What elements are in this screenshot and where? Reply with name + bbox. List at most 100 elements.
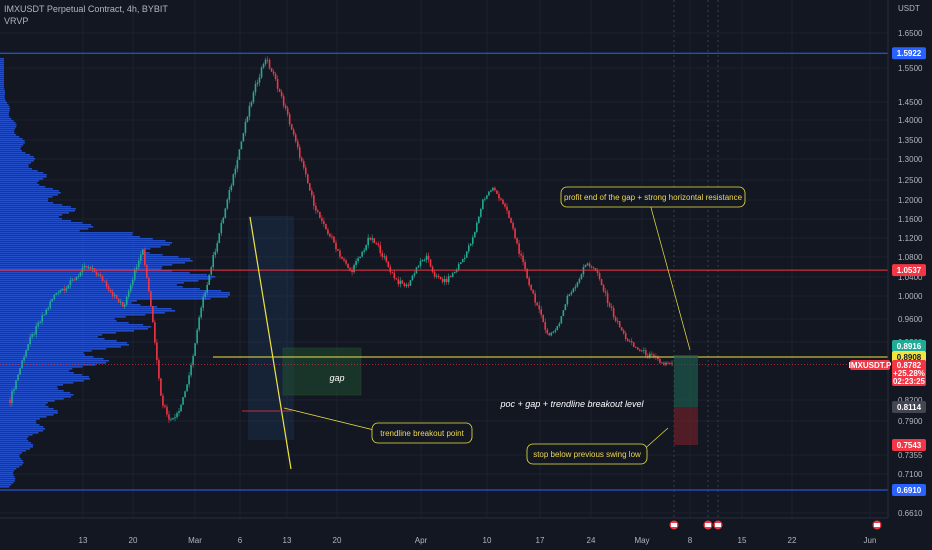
candle — [610, 306, 613, 308]
volume-bar — [0, 462, 24, 464]
volume-bar — [0, 372, 74, 374]
flag-icon[interactable] — [712, 519, 724, 531]
volume-bar — [0, 194, 58, 196]
volume-bar — [0, 118, 12, 120]
time-scale[interactable] — [0, 518, 932, 550]
candle — [542, 314, 545, 323]
candle — [353, 265, 355, 273]
volume-bar — [0, 130, 15, 132]
candle — [403, 283, 406, 287]
candle — [125, 296, 128, 305]
candle — [423, 260, 426, 261]
candle — [361, 251, 363, 257]
volume-bar — [0, 202, 54, 204]
flag-icon[interactable] — [871, 519, 883, 531]
currency-label: USDT — [898, 4, 920, 13]
volume-bar — [0, 74, 4, 76]
x-tick-label: Jun — [864, 536, 877, 545]
candle — [148, 277, 150, 292]
trend-line[interactable] — [249, 216, 292, 470]
volume-bar — [0, 484, 12, 486]
candle — [476, 222, 478, 233]
candle — [13, 389, 15, 392]
resistance-note[interactable]: profit end of the gap + strong horizonta… — [560, 186, 746, 208]
volume-bar — [0, 486, 10, 488]
candle — [657, 356, 659, 360]
candle — [471, 237, 474, 244]
trendline-note[interactable]: trendline breakout point — [371, 422, 473, 444]
gap-box — [282, 347, 362, 396]
volume-bar — [0, 82, 4, 84]
candle — [158, 360, 160, 379]
candle — [300, 157, 303, 162]
candle — [508, 210, 510, 218]
candle — [260, 67, 263, 78]
volume-bar — [0, 120, 14, 122]
candle — [298, 147, 301, 158]
candle — [113, 295, 116, 296]
candle — [224, 208, 227, 218]
volume-bar — [0, 280, 199, 282]
volume-bar — [0, 414, 54, 416]
candle — [292, 129, 295, 135]
volume-bar — [0, 90, 5, 92]
stop-note[interactable]: stop below previous swing low — [526, 443, 648, 465]
candle — [574, 286, 577, 289]
volume-bar — [0, 330, 135, 332]
y-tick-label: 0.8200 — [898, 396, 923, 405]
indicator-name[interactable]: VRVP — [4, 16, 29, 26]
event-markers — [668, 519, 883, 531]
volume-bar — [0, 186, 46, 188]
price-badge-label: 1.5922 — [897, 49, 922, 58]
volume-bar — [0, 230, 80, 232]
candle — [142, 249, 144, 255]
candle — [89, 267, 92, 270]
volume-bar — [0, 300, 137, 302]
loss-zone — [674, 407, 698, 445]
profit-zone — [674, 355, 698, 407]
volume-bar — [0, 138, 23, 140]
candle — [325, 223, 327, 230]
current-price-block[interactable]: IMXUSDT.P 0.8782+25.28%02:23:25 — [849, 360, 926, 386]
volume-bar — [0, 128, 16, 130]
volume-bar — [0, 136, 20, 138]
candle — [220, 222, 223, 234]
candle — [276, 79, 279, 89]
current-change: +25.28% — [893, 369, 925, 378]
volume-bar — [0, 326, 152, 328]
candle — [604, 291, 607, 294]
volume-bar — [0, 240, 166, 242]
volume-bar — [0, 112, 9, 114]
candle — [17, 374, 19, 381]
poc-note: poc + gap + trendline breakout level — [499, 399, 644, 409]
candle — [504, 203, 506, 207]
volume-bar — [0, 234, 133, 236]
volume-bar — [0, 356, 94, 358]
price-badge-label: 0.8916 — [897, 342, 922, 351]
volume-bar — [0, 458, 22, 460]
volume-bar — [0, 378, 90, 380]
volume-bar — [0, 282, 184, 284]
candle — [272, 71, 275, 74]
volume-bar — [0, 472, 14, 474]
volume-bar — [0, 110, 10, 112]
x-tick-label: 13 — [79, 536, 88, 545]
candle — [465, 251, 468, 258]
y-tick-label: 1.4500 — [898, 98, 923, 107]
flag-icon[interactable] — [702, 519, 714, 531]
flag-icon[interactable] — [668, 519, 680, 531]
candle — [616, 320, 619, 322]
candle — [443, 279, 446, 282]
volume-bar — [0, 242, 173, 244]
candle — [27, 343, 29, 351]
volume-bar — [0, 322, 129, 324]
candle — [598, 273, 601, 280]
volume-bar — [0, 320, 117, 322]
price-scale[interactable] — [888, 0, 932, 518]
candle — [67, 285, 70, 289]
candle — [578, 278, 581, 283]
candle — [109, 289, 112, 292]
candle — [172, 418, 174, 420]
candle — [401, 280, 404, 284]
